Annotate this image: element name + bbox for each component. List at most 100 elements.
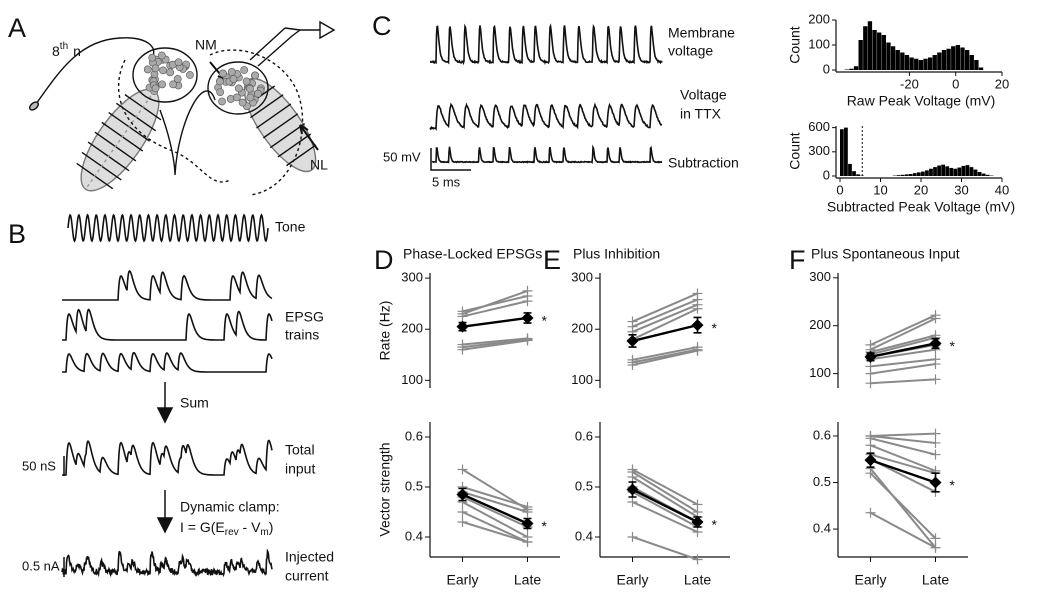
histogram-bar	[985, 174, 990, 176]
histogram-bar	[916, 172, 921, 176]
cell-line	[462, 295, 528, 313]
cell	[232, 93, 241, 102]
cell-line	[462, 337, 528, 346]
histogram-bar	[863, 26, 868, 70]
mean-line	[462, 316, 528, 328]
histogram-bar	[900, 174, 905, 176]
histogram-bar	[844, 127, 848, 176]
trace-label: Voltage	[680, 87, 727, 103]
cell-marker	[865, 468, 876, 479]
label-part: 8	[52, 43, 60, 59]
cell	[240, 66, 249, 74]
panel-letter: D	[374, 245, 394, 275]
cell-line	[870, 434, 936, 444]
tone-trace	[67, 213, 269, 243]
x-tick-label: 0	[836, 182, 843, 197]
x-axis-label: Subtracted Peak Voltage (mV)	[827, 199, 1015, 215]
cell-line	[462, 338, 528, 349]
cell	[242, 77, 251, 86]
trace-label: in TTX	[680, 106, 722, 122]
histogram-bar	[960, 47, 965, 70]
trace-label: Tone	[275, 219, 306, 235]
histogram-bar	[904, 174, 909, 176]
y-tick-label: 0.4	[405, 528, 423, 543]
nm-boundary	[117, 59, 231, 183]
mean-marker	[456, 488, 469, 501]
significance: *	[712, 320, 718, 336]
y-tick-label: 200	[808, 11, 830, 26]
cell-line	[870, 444, 936, 472]
mean-marker	[864, 454, 877, 467]
y-tick-label: 0.6	[405, 428, 423, 443]
trace-label: input	[285, 461, 315, 477]
cell-line	[869, 467, 937, 549]
histogram-bar	[853, 66, 859, 70]
nm-boundary	[209, 49, 304, 196]
histogram-bar	[925, 170, 929, 176]
y-axis-label: Count	[787, 132, 803, 169]
histogram-bar	[856, 174, 860, 176]
histogram-bar	[923, 58, 928, 70]
nerve	[35, 37, 155, 105]
histogram-bar	[890, 46, 896, 70]
histogram-bar	[937, 165, 941, 176]
nerve-label: 8th n	[52, 41, 81, 59]
x-tick-label: Late	[684, 572, 711, 588]
y-tick-label: 0.5	[813, 474, 831, 489]
cell-marker	[930, 542, 941, 553]
cell-marker	[522, 507, 533, 517]
cell-marker	[522, 296, 533, 307]
cell-marker	[457, 464, 468, 475]
cell-line	[462, 491, 528, 513]
cell-marker	[930, 533, 941, 544]
label-part: th	[60, 41, 68, 52]
mean-marker	[521, 517, 534, 530]
cell-line	[870, 334, 936, 354]
y-tick-label: 0	[823, 61, 830, 76]
y-axis-label: Rate (Hz)	[377, 301, 393, 361]
histogram-bar	[921, 171, 925, 176]
equation: I = G(Erev - Vm)	[180, 519, 273, 538]
cell-line	[869, 472, 937, 540]
histogram-bar	[981, 173, 986, 176]
arrow	[156, 490, 174, 534]
histogram-bar	[977, 171, 982, 176]
y-tick-label: 0.6	[575, 428, 593, 443]
histogram-bar	[955, 45, 961, 70]
cell	[215, 77, 224, 86]
significance: *	[542, 518, 548, 534]
histogram-bar	[858, 40, 863, 70]
cell	[246, 84, 254, 93]
histogram-bar	[852, 171, 856, 176]
trace-label: Subtraction	[668, 155, 739, 171]
y-tick-label: 600	[808, 119, 830, 134]
mean-marker	[456, 320, 469, 333]
y-tick-label: 0.5	[405, 478, 423, 493]
histogram-bar	[965, 165, 970, 176]
cell-line	[870, 511, 936, 549]
significance: *	[950, 477, 956, 493]
cell-marker	[930, 449, 941, 460]
cell-marker	[692, 345, 703, 356]
nm-label: NM	[195, 37, 217, 53]
trace	[429, 23, 663, 66]
scale-bar	[430, 148, 471, 171]
x-axis-label: Raw Peak Voltage (mV)	[847, 93, 996, 109]
cell-marker	[457, 311, 468, 322]
nl-label: NL	[310, 157, 328, 173]
nm-left	[132, 47, 198, 103]
mean-marker	[626, 483, 639, 496]
cell	[219, 69, 227, 78]
arrow	[156, 382, 174, 424]
scale-label: 5 ms	[432, 174, 461, 189]
cell-marker	[627, 497, 638, 507]
trace	[429, 102, 663, 132]
histogram-bar	[918, 60, 924, 70]
trace	[62, 270, 273, 301]
cell	[234, 84, 243, 93]
cell-line	[462, 511, 528, 543]
cell-marker	[522, 335, 533, 346]
cell	[169, 80, 178, 89]
cell	[246, 93, 255, 102]
cell-line	[870, 358, 936, 368]
